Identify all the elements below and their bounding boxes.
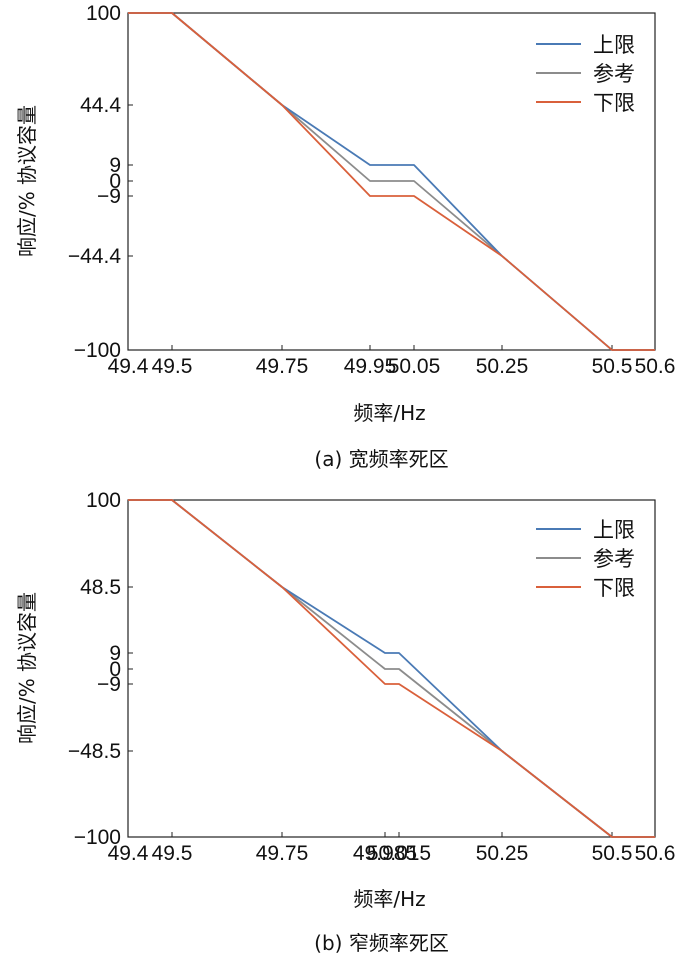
legend-label: 参考 xyxy=(593,62,635,86)
y-tick-label: 9 xyxy=(109,642,121,665)
x-tick-label: 49.95 xyxy=(344,355,397,378)
panel-caption: (a) 宽频率死区 xyxy=(314,447,448,471)
y-axis-title: 响应/% 协议容量 xyxy=(15,105,39,257)
y-tick-label: 100 xyxy=(86,2,121,25)
x-tick-label: 50.25 xyxy=(476,355,529,378)
series-line-参考 xyxy=(128,499,655,838)
legend-label: 参考 xyxy=(593,547,635,571)
x-tick-label: 49.75 xyxy=(256,355,309,378)
panel-caption: (b) 窄频率死区 xyxy=(314,931,449,955)
series-line-参考 xyxy=(128,12,655,351)
series-line-下限 xyxy=(128,499,655,838)
y-tick-label: 100 xyxy=(86,489,121,512)
y-axis-title: 响应/% 协议容量 xyxy=(15,592,39,744)
legend-label: 下限 xyxy=(593,576,635,600)
x-tick-label: 50.5 xyxy=(592,355,633,378)
y-tick-label: −48.5 xyxy=(68,740,121,763)
x-tick-label: 50.25 xyxy=(476,842,529,865)
x-tick-label: 50.05 xyxy=(388,355,441,378)
y-tick-label: −9 xyxy=(97,185,121,208)
y-tick-label: 9 xyxy=(109,154,121,177)
y-tick-label: 0 xyxy=(109,170,121,193)
x-tick-label: 49.5 xyxy=(152,842,193,865)
y-tick-label: −100 xyxy=(74,826,121,849)
x-tick-label: 50.015 xyxy=(367,842,431,865)
x-tick-label: 49.985 xyxy=(353,842,417,865)
legend-label: 下限 xyxy=(593,91,635,115)
x-axis-title: 频率/Hz xyxy=(353,401,425,425)
y-tick-label: 48.5 xyxy=(80,576,121,599)
y-tick-label: 0 xyxy=(109,658,121,681)
legend-label: 上限 xyxy=(593,33,635,57)
x-tick-label: 50.6 xyxy=(635,842,676,865)
x-tick-label: 50.5 xyxy=(592,842,633,865)
series-line-下限 xyxy=(128,12,655,351)
y-tick-label: 44.4 xyxy=(80,94,121,117)
x-tick-label: 49.4 xyxy=(108,842,149,865)
y-tick-label: −44.4 xyxy=(68,245,121,268)
x-tick-label: 49.75 xyxy=(256,842,309,865)
x-axis-title: 频率/Hz xyxy=(353,887,425,911)
x-tick-label: 50.6 xyxy=(635,355,676,378)
y-tick-label: −100 xyxy=(74,339,121,362)
y-tick-label: −9 xyxy=(97,673,121,696)
x-tick-label: 49.5 xyxy=(152,355,193,378)
legend-label: 上限 xyxy=(593,518,635,542)
x-tick-label: 49.4 xyxy=(108,355,149,378)
